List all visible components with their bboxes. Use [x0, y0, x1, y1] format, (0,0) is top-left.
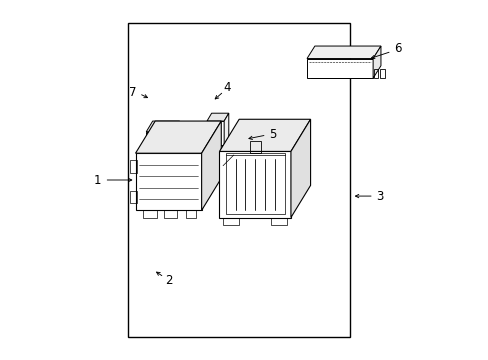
Bar	[128, 23, 349, 337]
Bar	[164, 210, 176, 218]
Bar	[271, 217, 287, 225]
Bar	[194, 165, 198, 170]
Polygon shape	[210, 156, 224, 172]
Polygon shape	[181, 125, 208, 135]
Polygon shape	[210, 149, 227, 156]
Bar	[213, 145, 216, 150]
Polygon shape	[173, 121, 179, 167]
Polygon shape	[135, 153, 201, 210]
Polygon shape	[242, 130, 245, 150]
Polygon shape	[210, 135, 224, 153]
Bar	[183, 165, 186, 170]
Polygon shape	[202, 125, 208, 165]
Bar	[185, 210, 196, 218]
Bar	[188, 165, 192, 170]
Bar	[159, 167, 163, 174]
Text: 5: 5	[268, 128, 276, 141]
Polygon shape	[224, 149, 227, 172]
Bar	[208, 145, 211, 150]
Polygon shape	[219, 152, 290, 217]
Polygon shape	[206, 113, 228, 121]
Bar	[165, 167, 169, 174]
Polygon shape	[146, 121, 179, 132]
Polygon shape	[219, 119, 310, 152]
Polygon shape	[231, 130, 245, 135]
Bar	[380, 69, 384, 78]
Polygon shape	[146, 132, 173, 167]
Bar	[153, 167, 157, 174]
Polygon shape	[210, 129, 227, 135]
Bar	[223, 217, 239, 225]
Bar	[249, 141, 260, 153]
Polygon shape	[201, 121, 221, 210]
Text: 7: 7	[129, 86, 136, 99]
Polygon shape	[231, 135, 242, 150]
Polygon shape	[372, 46, 380, 78]
Polygon shape	[290, 119, 310, 217]
Polygon shape	[224, 113, 228, 145]
Text: 6: 6	[393, 42, 401, 55]
Bar	[225, 153, 284, 214]
Polygon shape	[181, 135, 202, 165]
Text: 1: 1	[93, 174, 101, 186]
Bar	[130, 191, 136, 203]
Bar	[130, 160, 136, 173]
Text: 2: 2	[165, 274, 172, 287]
Polygon shape	[206, 121, 224, 145]
Bar	[373, 69, 378, 78]
Polygon shape	[224, 129, 227, 153]
Text: 4: 4	[223, 81, 230, 94]
Bar	[142, 210, 157, 218]
Polygon shape	[306, 59, 372, 78]
Polygon shape	[135, 121, 221, 153]
Bar	[218, 145, 221, 150]
Bar	[148, 167, 152, 174]
Polygon shape	[306, 46, 380, 59]
Text: 3: 3	[375, 190, 383, 203]
